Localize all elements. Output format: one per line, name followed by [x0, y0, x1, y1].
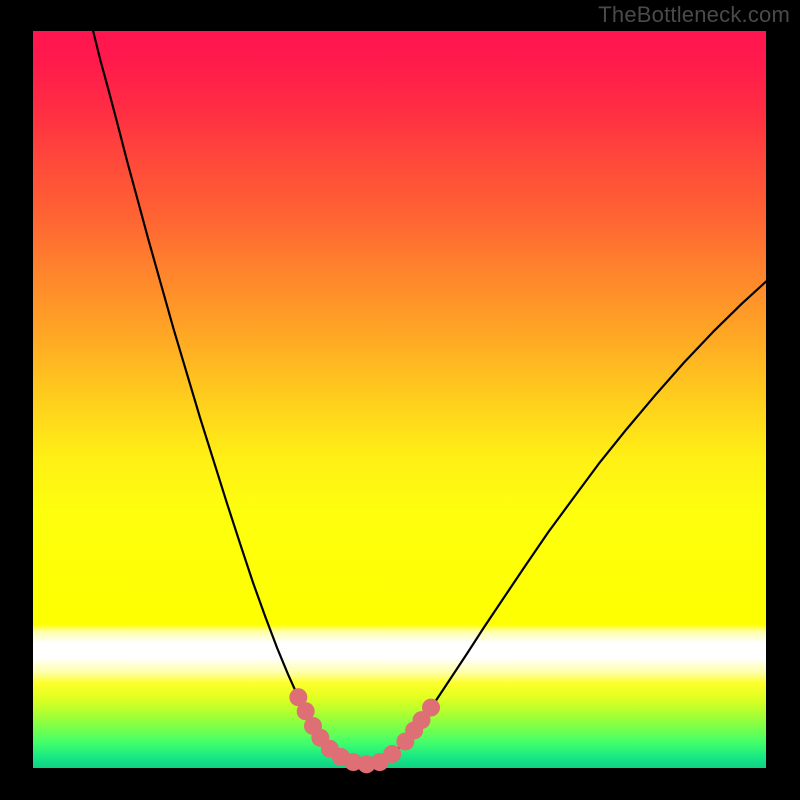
plot-area	[33, 31, 766, 768]
bottleneck-chart	[0, 0, 800, 800]
curve-marker	[383, 745, 401, 763]
curve-marker	[422, 699, 440, 717]
chart-container: TheBottleneck.com	[0, 0, 800, 800]
watermark-text: TheBottleneck.com	[598, 2, 790, 28]
